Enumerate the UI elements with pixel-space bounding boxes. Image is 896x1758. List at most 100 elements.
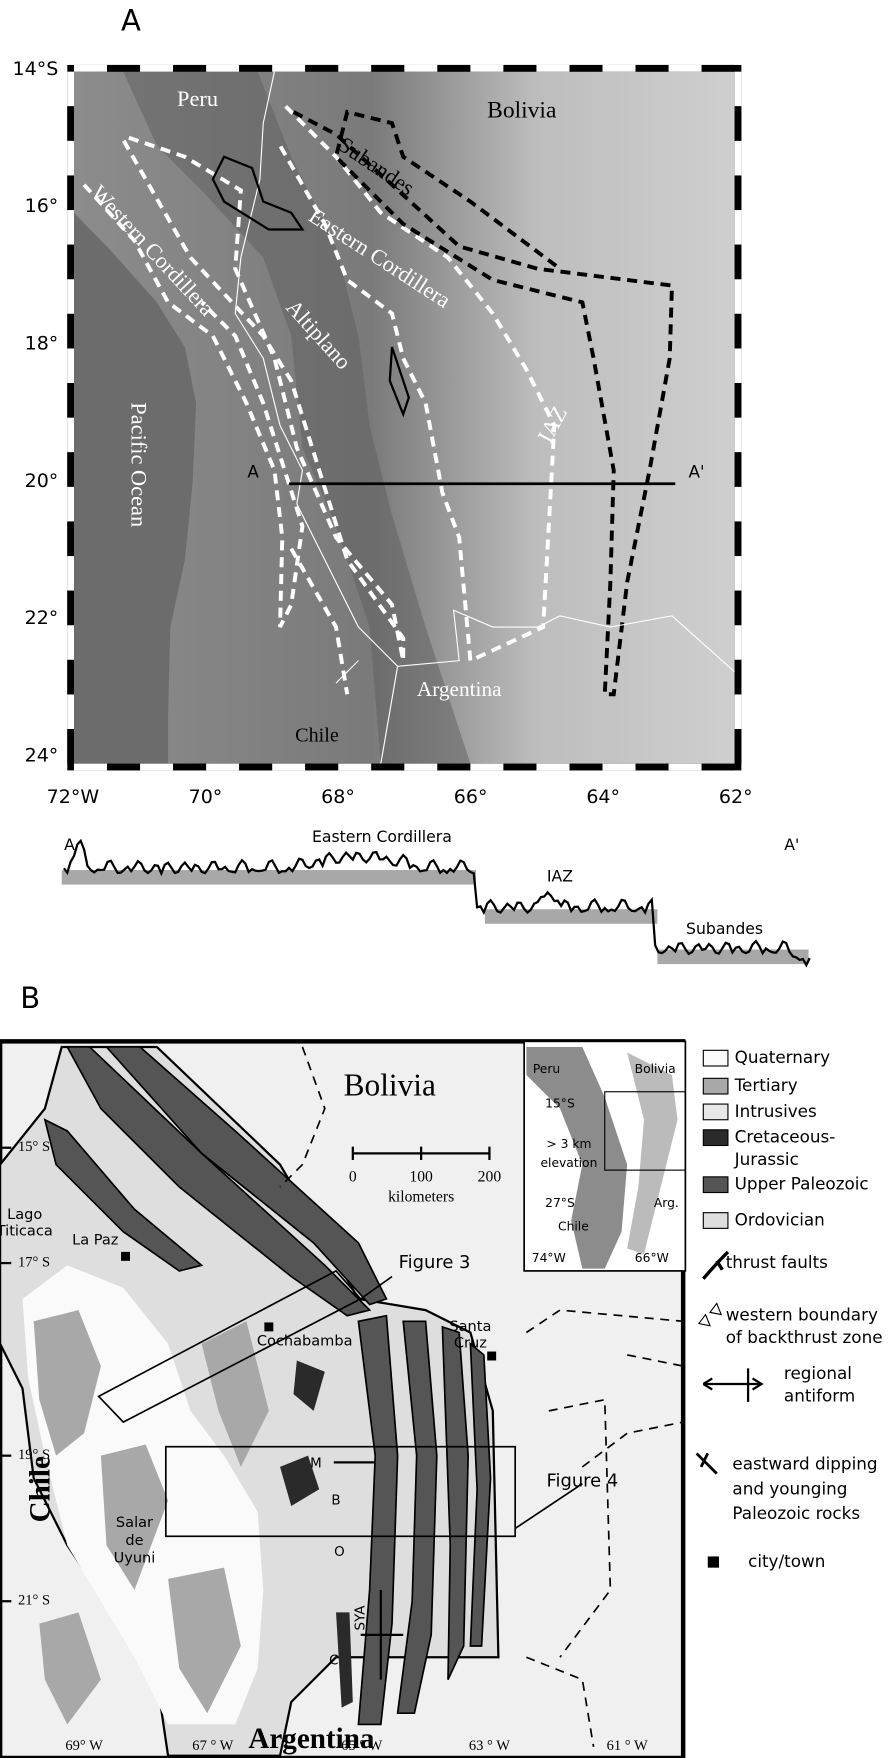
panel-label: A: [121, 3, 141, 37]
figure: A Peru Bolivia Subandes Eastern Cordille…: [0, 0, 896, 1758]
legend-swatch: [703, 1213, 728, 1229]
border-tick: [67, 452, 74, 487]
border-tick: [67, 729, 74, 764]
border-tick: [173, 65, 206, 72]
border-tick: [536, 65, 569, 72]
place-label: La Paz: [72, 1232, 119, 1249]
lon-label: 61 ° W: [607, 1738, 648, 1754]
border-tick: [239, 65, 272, 72]
legend-symbol: [697, 1453, 717, 1473]
panel-label: B: [20, 981, 40, 1015]
legend-text: regional: [784, 1363, 852, 1383]
inset-label: 27°S: [545, 1196, 575, 1210]
inset-label: 66°W: [635, 1251, 669, 1265]
border-tick: [603, 65, 636, 72]
legend-text: Ordovician: [735, 1210, 825, 1230]
place-label: Uyuni: [114, 1550, 156, 1567]
border-tick: [735, 625, 742, 660]
border-tick: [67, 279, 74, 314]
legend-swatch: [703, 1177, 728, 1193]
border-tick: [735, 106, 742, 141]
lon-label: 63 ° W: [469, 1738, 510, 1754]
city-marker: [121, 1252, 130, 1261]
legend: QuaternaryTertiaryIntrusivesCretaceous-J…: [697, 1047, 883, 1571]
lat-label: 14°S: [13, 58, 59, 80]
inset-label: 74°W: [532, 1251, 566, 1265]
legend-swatch: [703, 1050, 728, 1066]
border-tick: [735, 660, 742, 695]
section-end: A': [689, 462, 705, 482]
inset-label: 15°S: [545, 1097, 575, 1111]
structure-letter: SYA: [354, 1605, 369, 1631]
region-label: Chile: [295, 724, 339, 746]
border-tick: [503, 65, 536, 72]
region-label: Bolivia: [487, 97, 557, 123]
scale-tick: 100: [409, 1169, 433, 1186]
border-tick: [67, 660, 74, 695]
scale-unit: kilometers: [388, 1189, 454, 1206]
legend-text: thrust faults: [726, 1252, 828, 1272]
lon-label: 69° W: [65, 1738, 103, 1754]
border-tick: [735, 521, 742, 556]
border-tick: [735, 729, 742, 764]
legend-symbol: [703, 1252, 728, 1279]
border-tick: [67, 487, 74, 522]
place-label: Salar: [116, 1514, 153, 1531]
lat-label: 17° S: [18, 1254, 50, 1270]
legend-symbol: [703, 1368, 761, 1402]
structure-letter: M: [310, 1457, 322, 1472]
border-tick: [173, 764, 206, 771]
lat-label: 22°: [25, 607, 59, 629]
border-tick: [702, 764, 735, 771]
border-tick: [636, 65, 669, 72]
lat-label: 24°: [25, 744, 59, 766]
legend-text: western boundary: [726, 1305, 878, 1325]
lat-label: 20°: [25, 470, 59, 492]
border-tick: [735, 314, 742, 349]
border-tick: [735, 245, 742, 280]
scale-tick: 200: [478, 1169, 502, 1186]
lat-label: 15° S: [18, 1139, 50, 1155]
border-tick: [67, 694, 74, 729]
place-label: de: [125, 1532, 143, 1549]
border-tick: [67, 348, 74, 383]
border-tick: [735, 279, 742, 314]
border-tick: [735, 591, 742, 626]
profile-end: A': [784, 835, 799, 854]
border-tick: [404, 65, 437, 72]
lat-label: 21° S: [18, 1593, 50, 1609]
inset-label: elevation: [540, 1156, 597, 1170]
border-tick: [140, 764, 173, 771]
border-tick: [239, 764, 272, 771]
place-label: Santa: [449, 1318, 491, 1335]
border-tick: [636, 764, 669, 771]
border-tick: [669, 65, 702, 72]
lon-label: 62°: [719, 786, 753, 808]
border-tick: [569, 65, 602, 72]
border-tick: [603, 764, 636, 771]
border-tick: [371, 764, 404, 771]
legend-text: Upper Paleozoic: [735, 1174, 869, 1194]
border-tick: [67, 591, 74, 626]
border-tick: [67, 521, 74, 556]
profile: [62, 841, 810, 965]
structure-letter: C: [329, 1654, 338, 1669]
border-tick: [67, 314, 74, 349]
border-tick: [67, 625, 74, 660]
border-tick: [702, 65, 735, 72]
border-tick: [404, 764, 437, 771]
country-label: Chile: [24, 1456, 56, 1522]
legend-swatch: [703, 1104, 728, 1120]
lat-label: 16°: [25, 195, 59, 217]
border-tick: [67, 418, 74, 453]
place-label: Cruz: [454, 1335, 487, 1352]
lon-label: 68°: [321, 786, 355, 808]
inset-label: Peru: [533, 1062, 560, 1076]
border-tick: [67, 245, 74, 280]
lon-label: 67 ° W: [192, 1738, 233, 1754]
border-tick: [74, 764, 107, 771]
section-end: A: [247, 462, 259, 482]
inset-label: > 3 km: [546, 1137, 591, 1151]
profile-label: IAZ: [547, 866, 573, 885]
legend-text: Jurassic: [734, 1149, 799, 1169]
